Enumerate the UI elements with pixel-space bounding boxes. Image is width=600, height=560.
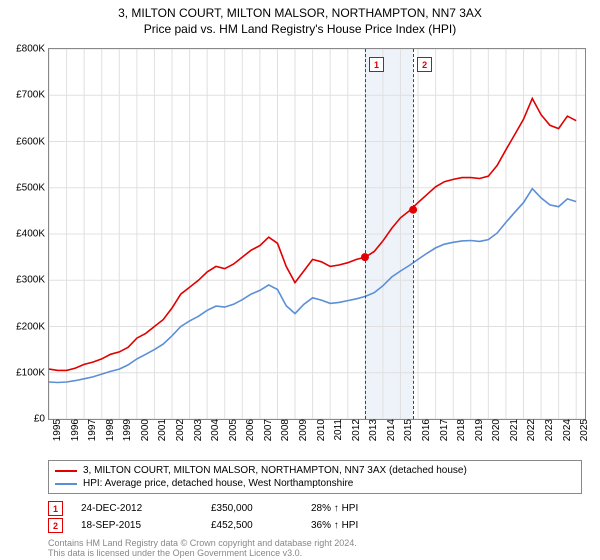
col-date: 24-DEC-2012 — [81, 503, 211, 514]
y-axis-label: £100K — [16, 367, 49, 378]
legend-label-property: 3, MILTON COURT, MILTON MALSOR, NORTHAMP… — [83, 465, 467, 476]
x-axis-label: 2018 — [452, 419, 467, 441]
y-axis-label: £600K — [16, 136, 49, 147]
x-axis-label: 2014 — [382, 419, 397, 441]
transactions-table: 1 24-DEC-2012 £350,000 28% ↑ HPI 2 18-SE… — [48, 500, 411, 534]
table-row: 1 24-DEC-2012 £350,000 28% ↑ HPI — [48, 500, 411, 517]
x-axis-label: 2013 — [364, 419, 379, 441]
col-price: £452,500 — [211, 520, 311, 531]
event-line — [413, 49, 414, 419]
x-axis-label: 2025 — [575, 419, 590, 441]
legend-swatch-property — [55, 470, 77, 472]
footer: Contains HM Land Registry data © Crown c… — [48, 538, 357, 559]
event-marker: 1 — [369, 57, 384, 72]
x-axis-label: 2002 — [171, 419, 186, 441]
table-row: 2 18-SEP-2015 £452,500 36% ↑ HPI — [48, 517, 411, 534]
legend-label-hpi: HPI: Average price, detached house, West… — [83, 478, 353, 489]
event-line — [365, 49, 366, 419]
legend-row-property: 3, MILTON COURT, MILTON MALSOR, NORTHAMP… — [55, 464, 575, 477]
legend-swatch-hpi — [55, 483, 77, 485]
x-axis-label: 2009 — [294, 419, 309, 441]
row-marker: 1 — [48, 501, 63, 516]
x-axis-label: 2019 — [470, 419, 485, 441]
chart-plot-area: 12£0£100K£200K£300K£400K£500K£600K£700K£… — [48, 48, 586, 420]
x-axis-label: 2005 — [224, 419, 239, 441]
x-axis-label: 2020 — [487, 419, 502, 441]
x-axis-label: 2008 — [276, 419, 291, 441]
x-axis-label: 2010 — [312, 419, 327, 441]
x-axis-label: 1998 — [101, 419, 116, 441]
y-axis-label: £200K — [16, 321, 49, 332]
x-axis-label: 2004 — [206, 419, 221, 441]
y-axis-label: £0 — [34, 414, 49, 425]
x-axis-label: 1997 — [83, 419, 98, 441]
event-marker: 2 — [417, 57, 432, 72]
x-axis-label: 2000 — [136, 419, 151, 441]
x-axis-label: 2007 — [259, 419, 274, 441]
x-axis-label: 1999 — [118, 419, 133, 441]
row-marker: 2 — [48, 518, 63, 533]
x-axis-label: 2017 — [435, 419, 450, 441]
x-axis-label: 2021 — [505, 419, 520, 441]
x-axis-label: 1996 — [66, 419, 81, 441]
y-axis-label: £800K — [16, 44, 49, 55]
x-axis-label: 2016 — [417, 419, 432, 441]
chart-container: 3, MILTON COURT, MILTON MALSOR, NORTHAMP… — [0, 0, 600, 560]
y-axis-label: £700K — [16, 90, 49, 101]
col-price: £350,000 — [211, 503, 311, 514]
legend-row-hpi: HPI: Average price, detached house, West… — [55, 477, 575, 490]
title-block: 3, MILTON COURT, MILTON MALSOR, NORTHAMP… — [0, 0, 600, 36]
x-axis-label: 2012 — [347, 419, 362, 441]
x-axis-label: 1995 — [48, 419, 63, 441]
title-main: 3, MILTON COURT, MILTON MALSOR, NORTHAMP… — [0, 6, 600, 20]
footer-line1: Contains HM Land Registry data © Crown c… — [48, 538, 357, 548]
x-axis-label: 2022 — [522, 419, 537, 441]
title-sub: Price paid vs. HM Land Registry's House … — [0, 22, 600, 36]
legend: 3, MILTON COURT, MILTON MALSOR, NORTHAMP… — [48, 460, 582, 494]
x-axis-label: 2006 — [241, 419, 256, 441]
y-axis-label: £500K — [16, 182, 49, 193]
x-axis-label: 2023 — [540, 419, 555, 441]
y-axis-label: £400K — [16, 229, 49, 240]
col-hpi: 28% ↑ HPI — [311, 503, 411, 514]
y-axis-label: £300K — [16, 275, 49, 286]
chart-svg — [49, 49, 585, 419]
x-axis-label: 2015 — [399, 419, 414, 441]
x-axis-label: 2024 — [558, 419, 573, 441]
x-axis-label: 2011 — [329, 419, 344, 441]
x-axis-label: 2001 — [153, 419, 168, 441]
col-hpi: 36% ↑ HPI — [311, 520, 411, 531]
x-axis-label: 2003 — [189, 419, 204, 441]
footer-line2: This data is licensed under the Open Gov… — [48, 548, 357, 558]
col-date: 18-SEP-2015 — [81, 520, 211, 531]
